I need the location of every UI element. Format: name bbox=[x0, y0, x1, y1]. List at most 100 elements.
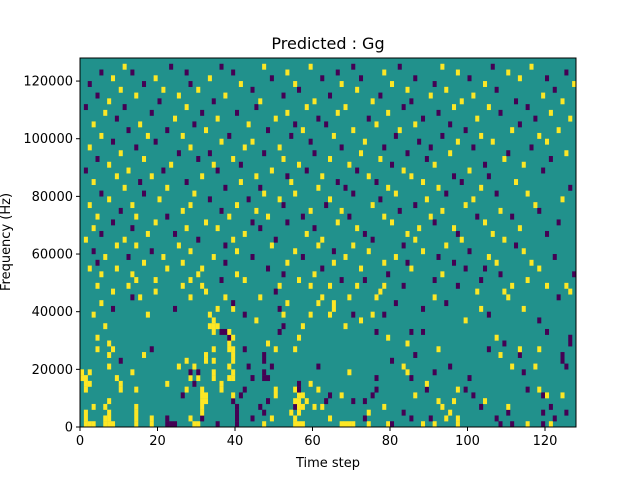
heatmap-cell bbox=[130, 271, 135, 278]
heatmap-cell bbox=[87, 380, 92, 387]
heatmap-cell bbox=[173, 230, 178, 237]
heatmap-cell bbox=[95, 156, 100, 162]
heatmap-cell bbox=[560, 357, 565, 364]
heatmap-cell bbox=[436, 398, 441, 405]
heatmap-cell bbox=[320, 236, 325, 243]
heatmap-cell bbox=[382, 144, 387, 151]
heatmap-cell bbox=[452, 259, 457, 266]
heatmap-cell bbox=[204, 398, 209, 405]
heatmap-cell bbox=[483, 161, 488, 168]
heatmap-cell bbox=[238, 81, 243, 87]
heatmap-cell bbox=[238, 392, 243, 399]
heatmap-cell bbox=[242, 346, 247, 353]
heatmap-cell bbox=[432, 219, 437, 226]
heatmap-cell bbox=[293, 398, 298, 405]
heatmap-cell bbox=[413, 236, 418, 243]
heatmap-cell bbox=[347, 369, 352, 376]
heatmap-cell bbox=[273, 288, 278, 295]
heatmap-cell bbox=[401, 409, 406, 416]
x-tick-label: 0 bbox=[76, 434, 84, 449]
heatmap-cell bbox=[293, 415, 298, 422]
heatmap-cell bbox=[382, 282, 387, 289]
heatmap-cell bbox=[281, 271, 286, 278]
heatmap-cell bbox=[304, 167, 309, 174]
heatmap-cell bbox=[83, 386, 88, 393]
heatmap-cell bbox=[355, 86, 360, 93]
heatmap-cell bbox=[107, 98, 112, 105]
heatmap-cell bbox=[130, 369, 135, 376]
heatmap-cell bbox=[339, 144, 344, 151]
heatmap-cell bbox=[331, 305, 336, 312]
heatmap-cells bbox=[80, 63, 577, 428]
heatmap-cell bbox=[448, 363, 453, 370]
heatmap-cell bbox=[262, 409, 267, 416]
heatmap-cell bbox=[413, 392, 418, 399]
heatmap-cell bbox=[339, 277, 344, 284]
heatmap-cell bbox=[479, 132, 484, 139]
heatmap-cell bbox=[126, 127, 131, 134]
heatmap-cell bbox=[393, 132, 398, 139]
heatmap-cell bbox=[176, 150, 181, 157]
heatmap-cell bbox=[134, 242, 139, 249]
heatmap-cell bbox=[184, 386, 189, 393]
heatmap-cell bbox=[506, 403, 511, 410]
heatmap-cell bbox=[479, 277, 484, 284]
heatmap-cell bbox=[273, 386, 278, 393]
heatmap-cell bbox=[479, 305, 484, 312]
heatmap-cell bbox=[118, 357, 123, 364]
plot-frame bbox=[79, 57, 577, 428]
heatmap-cell bbox=[308, 311, 313, 318]
heatmap-cell bbox=[529, 259, 534, 266]
heatmap-cell bbox=[83, 409, 88, 416]
heatmap-cell bbox=[83, 375, 88, 382]
heatmap-cell bbox=[328, 392, 333, 399]
heatmap-cell bbox=[242, 144, 247, 151]
heatmap-cell bbox=[448, 121, 453, 128]
heatmap-cell bbox=[517, 121, 522, 128]
heatmap-cell bbox=[231, 357, 236, 364]
heatmap-cell bbox=[331, 248, 336, 255]
heatmap-cell bbox=[153, 288, 158, 295]
heatmap-cell bbox=[421, 328, 426, 335]
heatmap-cell bbox=[428, 144, 433, 151]
heatmap-cell bbox=[502, 236, 507, 243]
heatmap-cell bbox=[107, 409, 112, 416]
heatmap-cell bbox=[138, 121, 143, 128]
heatmap-cell bbox=[490, 230, 495, 237]
heatmap-cell bbox=[111, 305, 116, 312]
heatmap-cell bbox=[227, 328, 232, 335]
heatmap-cell bbox=[351, 127, 356, 134]
heatmap-cell bbox=[83, 421, 88, 428]
heatmap-cell bbox=[111, 219, 116, 226]
heatmap-cell bbox=[355, 225, 360, 232]
heatmap-cell bbox=[204, 219, 209, 226]
heatmap-cell bbox=[393, 254, 398, 260]
heatmap-cell bbox=[231, 352, 236, 358]
heatmap-cell bbox=[293, 421, 298, 428]
heatmap-cell bbox=[242, 311, 247, 318]
heatmap-cell bbox=[145, 230, 150, 237]
heatmap-cell bbox=[545, 230, 550, 237]
heatmap-cell bbox=[91, 311, 96, 318]
heatmap-cell bbox=[440, 271, 445, 278]
heatmap-cell bbox=[304, 230, 309, 237]
heatmap-cell bbox=[188, 415, 193, 422]
heatmap-cell bbox=[204, 127, 209, 134]
x-tick-label: 120 bbox=[533, 434, 558, 449]
heatmap-cell bbox=[424, 156, 429, 162]
heatmap-cell bbox=[572, 271, 577, 278]
y-tick-label: 100000 bbox=[23, 132, 73, 147]
heatmap-cell bbox=[401, 104, 406, 111]
heatmap-cell bbox=[87, 265, 92, 272]
heatmap-cell bbox=[200, 282, 205, 289]
heatmap-cell bbox=[200, 109, 205, 116]
heatmap-cell bbox=[180, 207, 185, 214]
heatmap-cell bbox=[560, 352, 565, 358]
heatmap-cell bbox=[351, 421, 356, 428]
heatmap-cell bbox=[440, 63, 445, 70]
heatmap-cell bbox=[293, 346, 298, 353]
heatmap-cell bbox=[273, 392, 278, 399]
heatmap-cell bbox=[440, 132, 445, 139]
heatmap-cell bbox=[211, 328, 216, 335]
heatmap-cell bbox=[517, 75, 522, 82]
